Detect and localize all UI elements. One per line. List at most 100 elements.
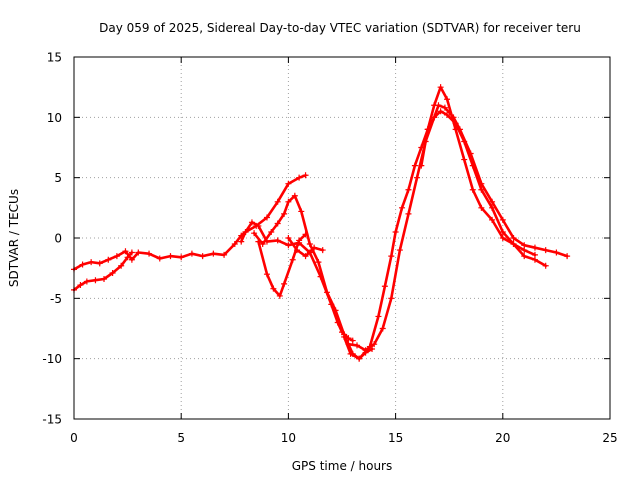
data-point: [101, 276, 108, 283]
data-point: [414, 174, 421, 181]
data-point: [531, 244, 538, 251]
data-point: [263, 214, 270, 221]
data-point: [444, 96, 451, 103]
data-point: [135, 249, 142, 256]
data-point: [274, 198, 281, 205]
series-layer: [71, 84, 571, 362]
data-point: [424, 126, 431, 133]
series-points-trace-b: [71, 249, 135, 293]
data-point: [289, 256, 296, 263]
data-point: [441, 104, 448, 111]
data-point: [255, 222, 262, 229]
data-point: [285, 235, 292, 241]
data-point: [489, 216, 496, 223]
data-point: [285, 242, 292, 249]
data-point: [461, 138, 468, 145]
data-point: [285, 180, 292, 187]
data-point: [96, 260, 103, 267]
series-points-trace-e: [255, 231, 309, 299]
data-point: [411, 162, 418, 169]
data-point: [531, 251, 538, 258]
series-line-trace-b: [72, 251, 134, 292]
series-line-trace-a: [72, 174, 307, 271]
data-point: [521, 247, 528, 254]
data-point: [77, 282, 84, 289]
data-point: [499, 216, 506, 223]
data-point: [298, 208, 305, 215]
data-point: [381, 283, 388, 290]
data-point: [553, 249, 560, 256]
y-axis-label: SDTVAR / TECUs: [7, 189, 21, 287]
data-point: [281, 280, 288, 287]
y-tick-label: 10: [47, 111, 62, 125]
x-tick-label: 15: [388, 431, 403, 445]
data-point: [167, 253, 174, 260]
data-point: [118, 262, 125, 269]
y-tick-label: -10: [42, 352, 62, 366]
x-tick-label: 25: [602, 431, 617, 445]
data-point: [259, 241, 266, 248]
data-point: [122, 248, 129, 255]
x-tick-label: 5: [177, 431, 185, 445]
data-point: [188, 250, 195, 257]
data-point: [105, 256, 112, 263]
data-point: [542, 262, 549, 269]
data-point: [302, 231, 309, 238]
series-line-trace-e: [257, 233, 307, 298]
data-point: [255, 238, 262, 245]
data-point: [263, 271, 270, 278]
grid-layer: [74, 57, 610, 419]
data-point: [461, 156, 468, 163]
data-point: [293, 247, 300, 254]
data-point: [489, 198, 496, 205]
x-axis-label: GPS time / hours: [292, 459, 393, 473]
data-point: [388, 253, 395, 260]
data-point: [405, 186, 412, 193]
data-point: [319, 247, 326, 254]
data-point: [452, 126, 459, 133]
data-point: [499, 228, 506, 235]
data-point: [88, 259, 95, 266]
data-point: [296, 174, 303, 181]
data-point: [332, 307, 339, 314]
data-point: [349, 337, 356, 344]
data-point: [444, 111, 451, 118]
data-point: [242, 228, 249, 235]
y-tick-label: 15: [47, 51, 62, 65]
data-point: [276, 292, 283, 299]
data-point: [418, 162, 425, 169]
data-point: [146, 250, 153, 257]
data-point: [113, 253, 120, 260]
data-point: [499, 235, 506, 241]
data-point: [510, 235, 517, 241]
data-point: [388, 295, 395, 302]
y-tick-label: -15: [42, 413, 62, 427]
data-point: [478, 186, 485, 193]
data-point: [296, 237, 303, 244]
data-point: [371, 341, 378, 348]
tick-layer: 0 5 10 15 20 25 -15 -10 -5 0 5 10 15: [42, 51, 617, 446]
series-points-trace-h: [345, 108, 549, 354]
data-point: [469, 162, 476, 169]
data-point: [405, 210, 412, 217]
data-point: [238, 238, 245, 245]
data-point: [431, 102, 438, 109]
data-point: [285, 198, 292, 205]
data-point: [291, 192, 298, 199]
series-points-trace-a: [71, 172, 309, 273]
data-point: [270, 285, 277, 292]
y-tick-label: -5: [50, 292, 62, 306]
data-point: [311, 244, 318, 251]
x-tick-label: 0: [70, 431, 78, 445]
data-point: [128, 256, 135, 263]
data-point: [396, 247, 403, 254]
data-point: [399, 204, 406, 211]
data-point: [231, 241, 238, 248]
data-point: [542, 247, 549, 254]
data-point: [199, 253, 206, 260]
data-point: [83, 278, 90, 285]
series-points-trace-i: [418, 84, 538, 258]
data-point: [302, 172, 309, 179]
data-point: [356, 355, 363, 362]
